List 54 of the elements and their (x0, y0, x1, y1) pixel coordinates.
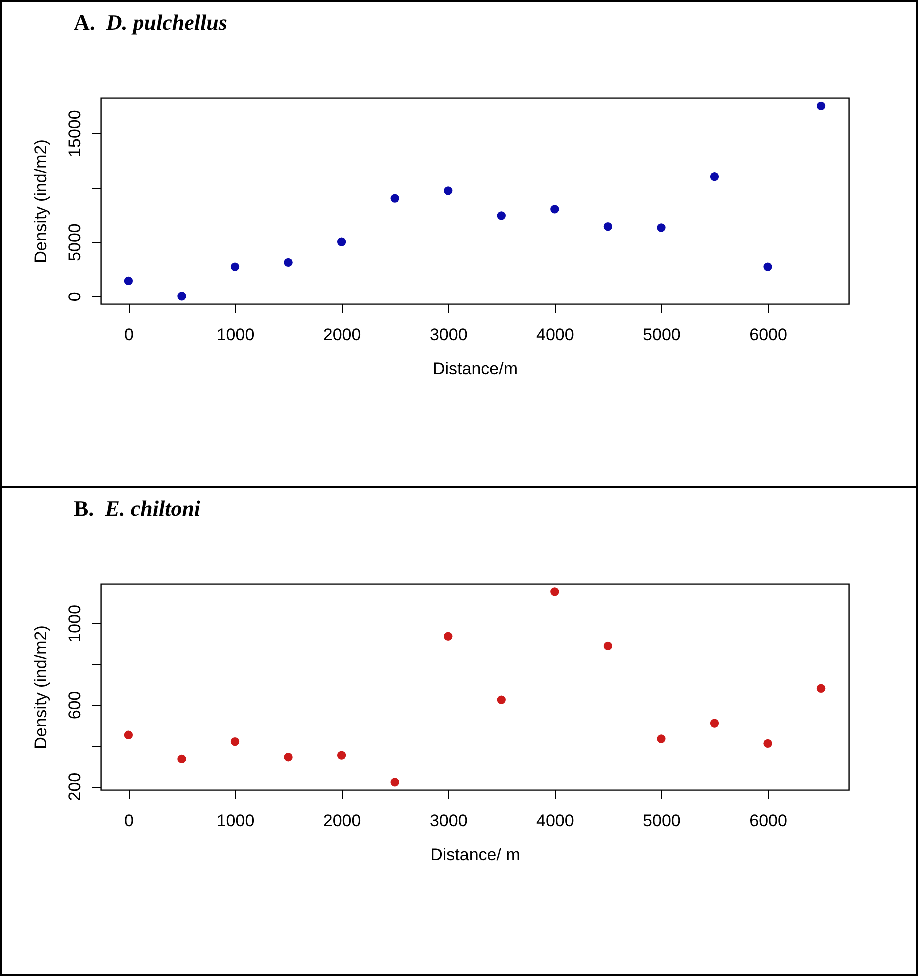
x-tick-label: 5000 (643, 812, 681, 830)
x-tick-label: 2000 (323, 326, 362, 344)
x-tick-label: 1000 (216, 812, 255, 830)
point (124, 276, 134, 286)
x-tick-label: 6000 (750, 326, 788, 344)
point (764, 739, 772, 748)
point (230, 738, 240, 746)
x-tick-label: 1000 (216, 326, 255, 344)
x-tick-label: 0 (124, 326, 134, 344)
point (284, 258, 293, 268)
x-tick-label: 4000 (536, 812, 574, 830)
point (497, 696, 506, 704)
point (764, 262, 772, 272)
y-tick-label: 1000 (66, 604, 84, 643)
x-tick-label: 4000 (536, 326, 574, 344)
point (444, 632, 453, 641)
point (124, 730, 134, 740)
x-tick-label: 6000 (750, 812, 788, 830)
y-axis-title: Density (ind/m2) (32, 140, 50, 264)
point (178, 754, 186, 764)
x-tick-label: 3000 (430, 326, 468, 344)
x-tick-label: 5000 (643, 326, 681, 344)
y-tick-label: 600 (66, 691, 84, 720)
point (604, 222, 613, 232)
point (550, 205, 560, 214)
x-tick-label: 0 (124, 812, 134, 830)
y-tick-label: 200 (66, 772, 84, 802)
point (657, 734, 666, 744)
point (390, 194, 400, 203)
point (710, 719, 720, 728)
point (230, 262, 240, 272)
point (390, 778, 400, 787)
chart-title: A. D. pulchellus (74, 10, 228, 36)
point (178, 292, 186, 301)
x-tick-label: 2000 (323, 812, 362, 830)
point (657, 224, 666, 232)
point (497, 212, 506, 220)
x-tick-label: 3000 (430, 812, 468, 830)
y-tick-label: 5000 (66, 224, 84, 262)
x-axis-title: Distance/m (432, 360, 518, 378)
x-axis-title: Distance/ m (430, 846, 520, 864)
point (284, 753, 293, 762)
point (816, 102, 826, 110)
point (604, 642, 613, 651)
point (550, 588, 560, 596)
chart-title: B. E. chiltoni (74, 496, 201, 522)
point (816, 684, 826, 693)
y-axis-title: Density (ind/m2) (32, 626, 50, 750)
y-tick-label: 15000 (66, 110, 84, 158)
point (337, 238, 346, 246)
point (710, 172, 720, 182)
y-tick-label: 0 (66, 292, 84, 302)
point (337, 751, 346, 760)
point (444, 186, 453, 196)
